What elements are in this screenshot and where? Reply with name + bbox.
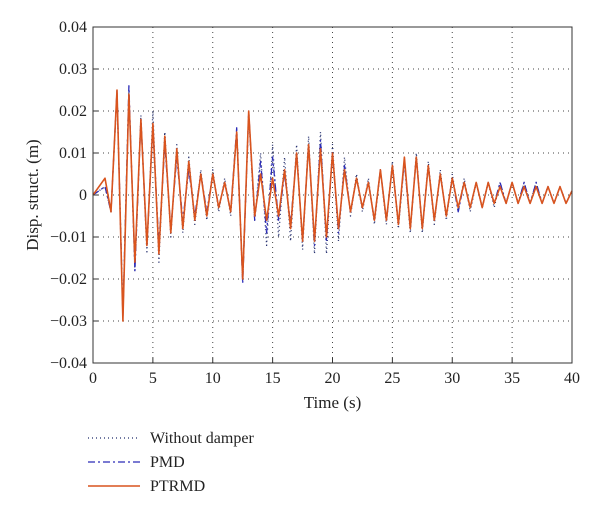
y-tick-label: −0.02 [50, 271, 87, 288]
x-tick-label: 15 [265, 370, 281, 387]
legend: Without damper PMD PTRMD [88, 430, 254, 495]
x-tick-label: 0 [89, 370, 97, 387]
y-tick-label: −0.04 [50, 355, 87, 372]
series-line-ptrmd [92, 89, 573, 322]
x-tick-label: 25 [384, 370, 400, 387]
y-tick-label: 0.04 [59, 19, 87, 36]
y-tick-label: 0.02 [59, 103, 87, 120]
y-tick-label: −0.03 [50, 313, 87, 330]
tick-labels: 0 5 10 15 20 25 30 35 40 0.04 0.03 0.02 0.01 0 −0.01 −0… [50, 19, 580, 387]
x-tick-label: 20 [325, 370, 341, 387]
y-axis-label: Disp. struct. (m) [23, 139, 42, 250]
legend-label: Without damper [150, 430, 254, 447]
x-tick-label: 40 [564, 370, 580, 387]
x-tick-label: 35 [504, 370, 520, 387]
x-tick-label: 10 [205, 370, 221, 387]
legend-label: PMD [150, 454, 185, 471]
x-axis-label: Time (s) [304, 393, 361, 412]
y-tick-label: −0.01 [50, 229, 87, 246]
x-tick-label: 5 [149, 370, 157, 387]
y-tick-label: 0 [79, 187, 87, 204]
y-tick-label: 0.03 [59, 61, 87, 78]
grid-lines [93, 27, 572, 363]
series-line-without-damper [92, 89, 573, 314]
y-tick-label: 0.01 [59, 145, 87, 162]
legend-label: PTRMD [150, 478, 205, 495]
x-tick-label: 30 [444, 370, 460, 387]
series-lines [92, 85, 573, 322]
